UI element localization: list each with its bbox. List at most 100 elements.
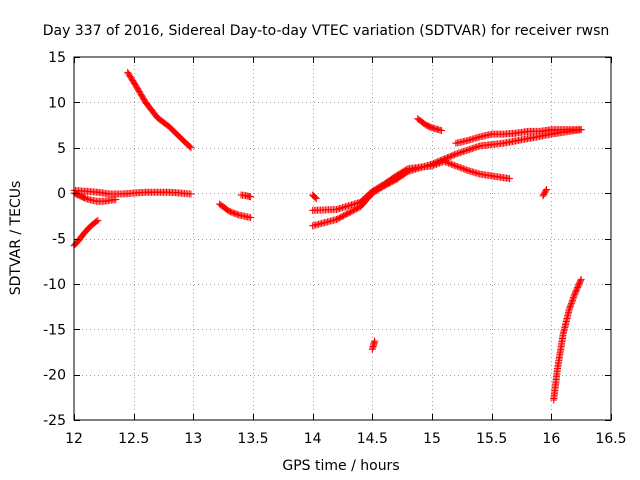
data-points (70, 68, 585, 404)
series-arc-j (414, 115, 446, 135)
data-point (371, 337, 379, 345)
series-arc-f (309, 191, 320, 203)
data-point (577, 277, 585, 285)
x-tick-label: 14 (304, 431, 322, 447)
data-point (456, 164, 464, 172)
data-point (247, 214, 255, 222)
axis-ticks: 12 12.5 13 13.5 14 14.5 15 15.5 16 16.5 -25 -20 -15 -… (43, 50, 626, 447)
data-point (310, 193, 318, 201)
y-tick-label: 15 (48, 50, 66, 66)
data-point (543, 185, 551, 193)
data-point (465, 146, 473, 154)
data-point (570, 293, 578, 301)
y-tick-label: -15 (43, 322, 66, 338)
data-point (458, 148, 466, 156)
series-arc-a1 (70, 186, 195, 198)
data-point (577, 126, 585, 134)
data-point (565, 305, 573, 313)
data-point (186, 143, 194, 151)
data-point (233, 210, 241, 218)
data-point (568, 298, 576, 306)
data-point (566, 304, 574, 312)
y-tick-label: -5 (52, 232, 66, 248)
data-point (431, 161, 439, 169)
data-point (450, 161, 458, 169)
data-point (437, 158, 445, 166)
y-tick-label: 10 (48, 95, 66, 111)
data-point (462, 147, 470, 155)
data-point (446, 160, 454, 168)
series-arc-l (539, 185, 551, 200)
data-point (570, 292, 578, 300)
data-point (441, 158, 449, 166)
data-point (467, 145, 475, 153)
x-tick-label: 13.5 (237, 431, 268, 447)
x-tick-label: 16 (542, 431, 560, 447)
data-point (473, 143, 481, 151)
data-point (461, 147, 469, 155)
data-point (459, 165, 467, 173)
y-axis-label: SDTVAR / TECUs (8, 181, 24, 296)
chart-title: Day 337 of 2016, Sidereal Day-to-day VTE… (43, 23, 610, 39)
data-point (567, 301, 575, 309)
data-point (432, 160, 440, 168)
data-point (461, 165, 469, 173)
data-point (438, 127, 446, 135)
y-tick-label: -25 (43, 413, 66, 429)
data-point (577, 275, 585, 283)
data-point (571, 290, 579, 298)
data-point (428, 162, 436, 170)
y-tick-label: -10 (43, 277, 66, 293)
data-point (429, 161, 437, 169)
data-point (542, 187, 550, 195)
data-point (464, 146, 472, 154)
data-point (112, 195, 120, 203)
x-tick-label: 15 (423, 431, 441, 447)
data-point (247, 193, 255, 201)
data-point (568, 296, 576, 304)
data-point (506, 175, 514, 183)
x-tick-label: 13 (184, 431, 202, 447)
x-tick-label: 12 (65, 431, 83, 447)
series-arc-e (237, 191, 255, 201)
data-point (187, 144, 195, 152)
data-point (440, 157, 448, 165)
grid (74, 57, 611, 420)
y-tick-label: 5 (57, 141, 66, 157)
x-tick-label: 12.5 (118, 431, 149, 447)
x-tick-label: 15.5 (476, 431, 507, 447)
data-point (459, 148, 467, 156)
data-point (453, 162, 461, 170)
data-point (470, 144, 478, 152)
data-point (456, 149, 464, 157)
data-point (434, 160, 442, 168)
data-point (447, 160, 455, 168)
data-point (462, 166, 470, 174)
data-point (471, 143, 479, 151)
data-point (187, 190, 195, 198)
data-point (452, 150, 460, 158)
series-arc-k (368, 337, 379, 353)
data-point (453, 150, 461, 158)
data-point (450, 151, 458, 159)
data-point (455, 149, 463, 157)
series-arc-h (428, 157, 514, 183)
x-tick-label: 16.5 (595, 431, 626, 447)
data-point (443, 158, 451, 166)
data-point (569, 295, 577, 303)
data-point (311, 194, 319, 202)
data-point (444, 159, 452, 167)
series-arc-g2 (309, 162, 436, 214)
data-point (474, 142, 482, 150)
data-point (458, 164, 466, 172)
x-axis-label: GPS time / hours (282, 458, 399, 474)
data-point (455, 163, 463, 171)
series-arc-g1 (309, 126, 585, 230)
series-arc-c (124, 68, 195, 152)
plot-frame (73, 56, 612, 421)
y-tick-label: -20 (43, 368, 66, 384)
x-tick-label: 14.5 (357, 431, 388, 447)
data-point (312, 195, 320, 203)
data-point (435, 159, 443, 167)
